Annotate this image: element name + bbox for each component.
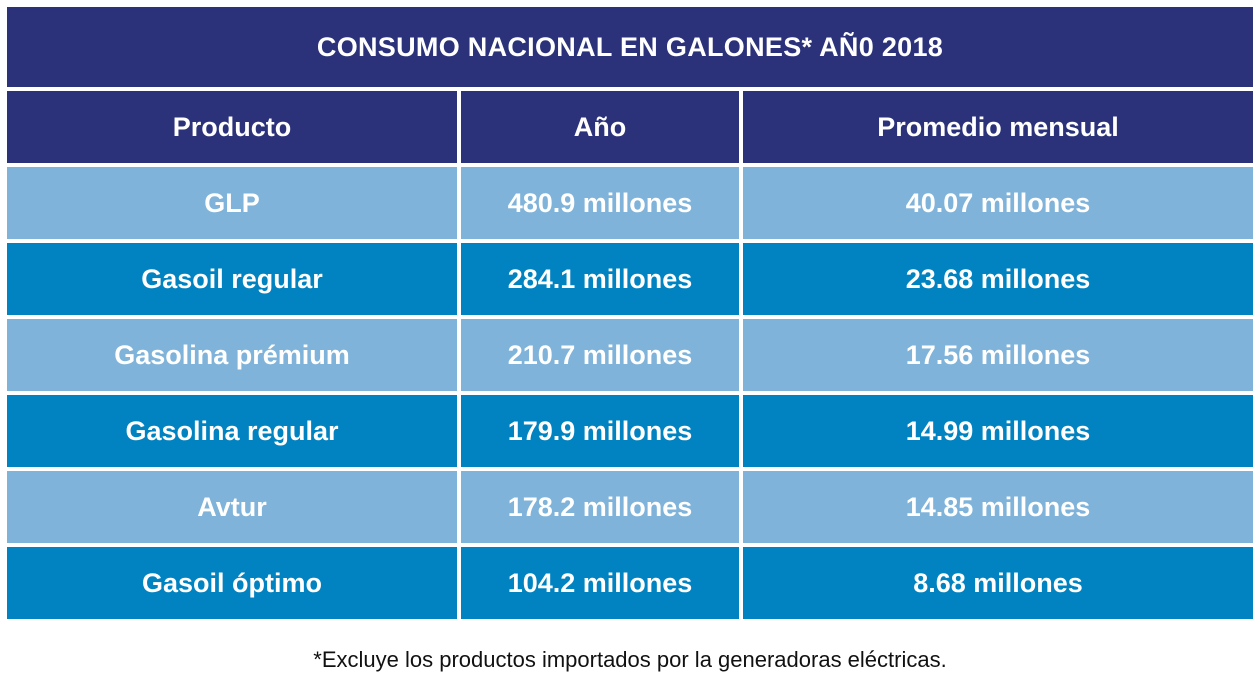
monthly-average-cell: 40.07 millones	[743, 167, 1253, 239]
monthly-average-cell: 8.68 millones	[743, 547, 1253, 619]
year-total-cell: 178.2 millones	[461, 471, 739, 543]
monthly-average-cell: 14.85 millones	[743, 471, 1253, 543]
monthly-average-cell: 17.56 millones	[743, 319, 1253, 391]
column-header-promedio: Promedio mensual	[743, 91, 1253, 163]
product-cell: Gasoil óptimo	[7, 547, 457, 619]
year-total-cell: 179.9 millones	[461, 395, 739, 467]
consumption-table: Producto Año Promedio mensual GLP 480.9 m…	[7, 91, 1253, 619]
year-total-cell: 480.9 millones	[461, 167, 739, 239]
product-cell: GLP	[7, 167, 457, 239]
year-total-cell: 210.7 millones	[461, 319, 739, 391]
product-cell: Gasolina prémium	[7, 319, 457, 391]
year-total-cell: 284.1 millones	[461, 243, 739, 315]
table-title: CONSUMO NACIONAL EN GALONES* AÑ0 2018	[7, 7, 1253, 87]
monthly-average-cell: 23.68 millones	[743, 243, 1253, 315]
monthly-average-cell: 14.99 millones	[743, 395, 1253, 467]
footnote: *Excluye los productos importados por la…	[313, 647, 947, 672]
column-header-ano: Año	[461, 91, 739, 163]
product-cell: Avtur	[7, 471, 457, 543]
column-header-producto: Producto	[7, 91, 457, 163]
year-total-cell: 104.2 millones	[461, 547, 739, 619]
product-cell: Gasoil regular	[7, 243, 457, 315]
product-cell: Gasolina regular	[7, 395, 457, 467]
